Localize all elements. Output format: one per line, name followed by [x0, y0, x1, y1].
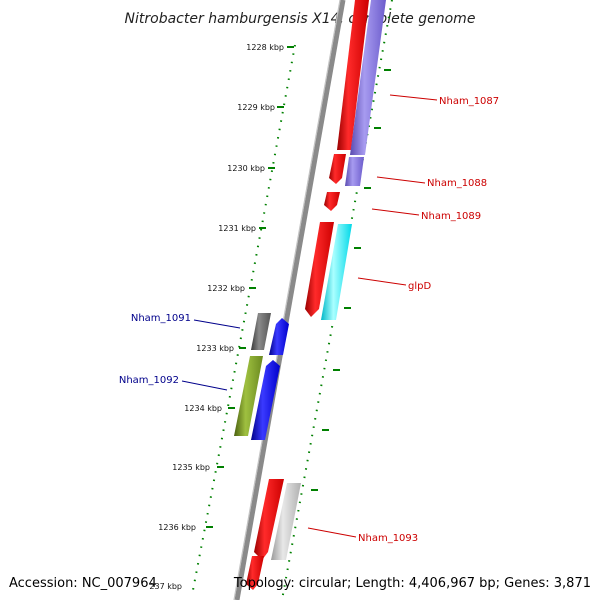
gene-nham-1088-feature[interactable]: [345, 157, 364, 186]
gene-bottom-cds[interactable]: [246, 556, 264, 590]
gene-label-nham-1092[interactable]: Nham_1092: [119, 375, 179, 386]
gene-nham-1092-feature[interactable]: [234, 356, 263, 436]
gene-labels: Nham_1087 Nham_1088 Nham_1089 glpD Nham_…: [119, 96, 499, 544]
tick-label: 1229 kbp: [237, 103, 275, 112]
tick-label: 1232 kbp: [207, 284, 245, 293]
forward-strand-features: [246, 0, 386, 590]
gene-glpd-cds[interactable]: [305, 222, 334, 317]
gene-label-nham-1089[interactable]: Nham_1089: [421, 211, 481, 222]
label-leaders: [181, 94, 438, 538]
gene-nham-1088-cds[interactable]: [329, 154, 346, 184]
gene-nham-1092-cds[interactable]: [251, 360, 280, 440]
map-title: Nitrobacter hamburgensis X14, complete g…: [125, 11, 476, 27]
gene-label-nham-1093[interactable]: Nham_1093: [358, 533, 418, 544]
gene-glpd-feature[interactable]: [321, 224, 352, 320]
tick-label: 237 kbp: [149, 582, 182, 591]
gene-nham-1093-cds[interactable]: [254, 479, 284, 560]
gene-nham-1093-feature[interactable]: [271, 483, 301, 560]
tick-label: 1233 kbp: [196, 344, 234, 353]
left-scale-dots: [192, 44, 296, 591]
tick-label: 1230 kbp: [227, 164, 265, 173]
right-scale-dots: [281, 0, 393, 600]
tick-labels: 1228 kbp 1229 kbp 1230 kbp 1231 kbp 1232…: [149, 43, 284, 591]
gene-nham-1091-cds[interactable]: [269, 318, 289, 355]
tick-label: 1231 kbp: [218, 224, 256, 233]
gene-nham-1091-feature[interactable]: [251, 313, 271, 350]
left-ticks: [206, 46, 294, 528]
accession-text: Accession: NC_007964: [9, 576, 157, 591]
gene-nham-1087-cds[interactable]: [337, 0, 369, 150]
gene-label-nham-1088[interactable]: Nham_1088: [427, 178, 487, 189]
reverse-strand-features: [234, 313, 289, 440]
gene-label-nham-1087[interactable]: Nham_1087: [439, 96, 499, 107]
tick-label: 1228 kbp: [246, 43, 284, 52]
genome-backbone: [233, 0, 346, 600]
gene-label-glpd[interactable]: glpD: [408, 281, 431, 292]
tick-label: 1234 kbp: [184, 404, 222, 413]
topology-text: Topology: circular; Length: 4,406,967 bp…: [233, 576, 591, 591]
right-ticks: [311, 69, 391, 491]
tick-label: 1236 kbp: [158, 523, 196, 532]
scale-rails: [192, 0, 393, 600]
gene-label-nham-1091[interactable]: Nham_1091: [131, 313, 191, 324]
gene-nham-1089-cds[interactable]: [324, 192, 340, 211]
tick-label: 1235 kbp: [172, 463, 210, 472]
gene-nham-1087-feature[interactable]: [350, 0, 386, 155]
